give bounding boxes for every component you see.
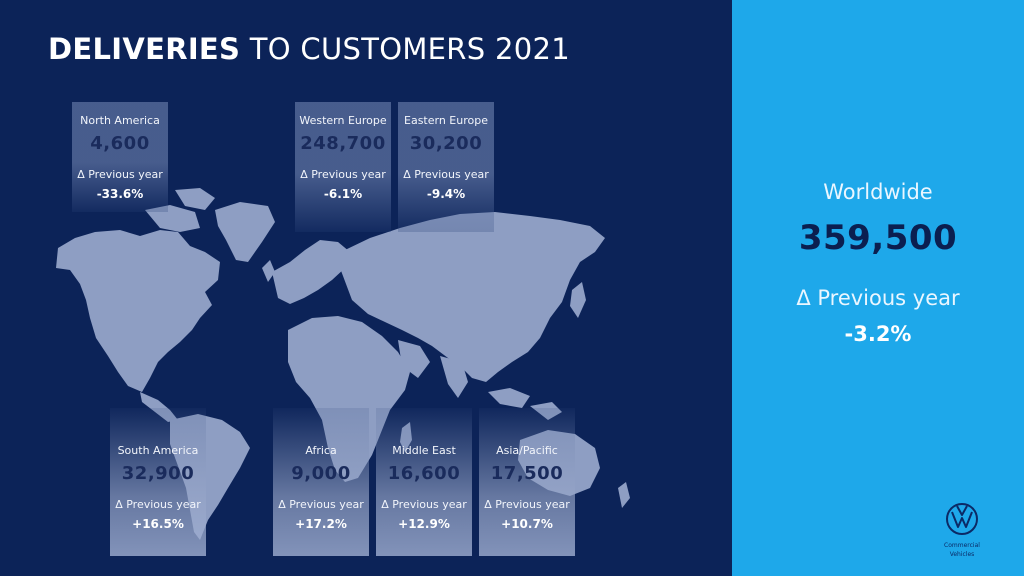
card-africa: Africa 9,000 Δ Previous year +17.2% [273,408,369,556]
card-asia-pacific: Asia/Pacific 17,500 Δ Previous year +10.… [479,408,575,556]
delta-label: Δ Previous year [115,498,201,511]
delta-label: Δ Previous year [484,498,570,511]
card-western-europe: Western Europe 248,700 Δ Previous year -… [295,102,391,232]
delta-value: +17.2% [295,517,347,531]
region-value: 4,600 [90,133,150,154]
delta-value: +12.9% [398,517,450,531]
delta-value: +16.5% [132,517,184,531]
worldwide-panel [732,0,1024,576]
logo-line2: Vehicles [949,551,975,558]
region-value: 30,200 [409,133,483,154]
region-value: 17,500 [490,463,564,484]
worldwide-label: Worldwide [823,180,933,204]
logo-line1: Commercial [944,542,980,549]
card-south-america: South America 32,900 Δ Previous year +16… [110,408,206,556]
region-name: Asia/Pacific [496,444,558,457]
region-name: Africa [305,444,337,457]
delta-label: Δ Previous year [381,498,467,511]
region-value: 16,600 [387,463,461,484]
title-light: TO CUSTOMERS 2021 [240,32,570,66]
card-north-america: North America 4,600 Δ Previous year -33.… [72,102,168,212]
title-bold: DELIVERIES [48,32,241,66]
worldwide-delta-label: Δ Previous year [796,286,960,310]
delta-label: Δ Previous year [77,168,163,181]
map-panel: DELIVERIES TO CUSTOMERS 2021 North Ameri… [48,32,630,556]
card-eastern-europe: Eastern Europe 30,200 Δ Previous year -9… [398,102,494,232]
region-name: North America [80,114,160,127]
region-value: 9,000 [291,463,351,484]
region-value: 248,700 [300,133,386,154]
region-name: Middle East [392,444,456,457]
delta-value: -33.6% [96,187,144,201]
region-name: South America [117,444,199,457]
delta-label: Δ Previous year [403,168,489,181]
card-middle-east: Middle East 16,600 Δ Previous year +12.9… [376,408,472,556]
delta-label: Δ Previous year [300,168,386,181]
worldwide-value: 359,500 [798,218,958,258]
region-value: 32,900 [121,463,195,484]
vw-logo-icon [946,503,978,535]
delta-value: -9.4% [426,187,466,201]
vw-commercial-vehicles-logo: Commercial Vehicles [940,502,984,558]
worldwide-delta: -3.2% [844,322,912,346]
delta-value: -6.1% [323,187,363,201]
region-name: Western Europe [299,114,387,127]
page-title: DELIVERIES TO CUSTOMERS 2021 [48,32,570,66]
delta-label: Δ Previous year [278,498,364,511]
delta-value: +10.7% [501,517,553,531]
region-name: Eastern Europe [404,114,488,127]
